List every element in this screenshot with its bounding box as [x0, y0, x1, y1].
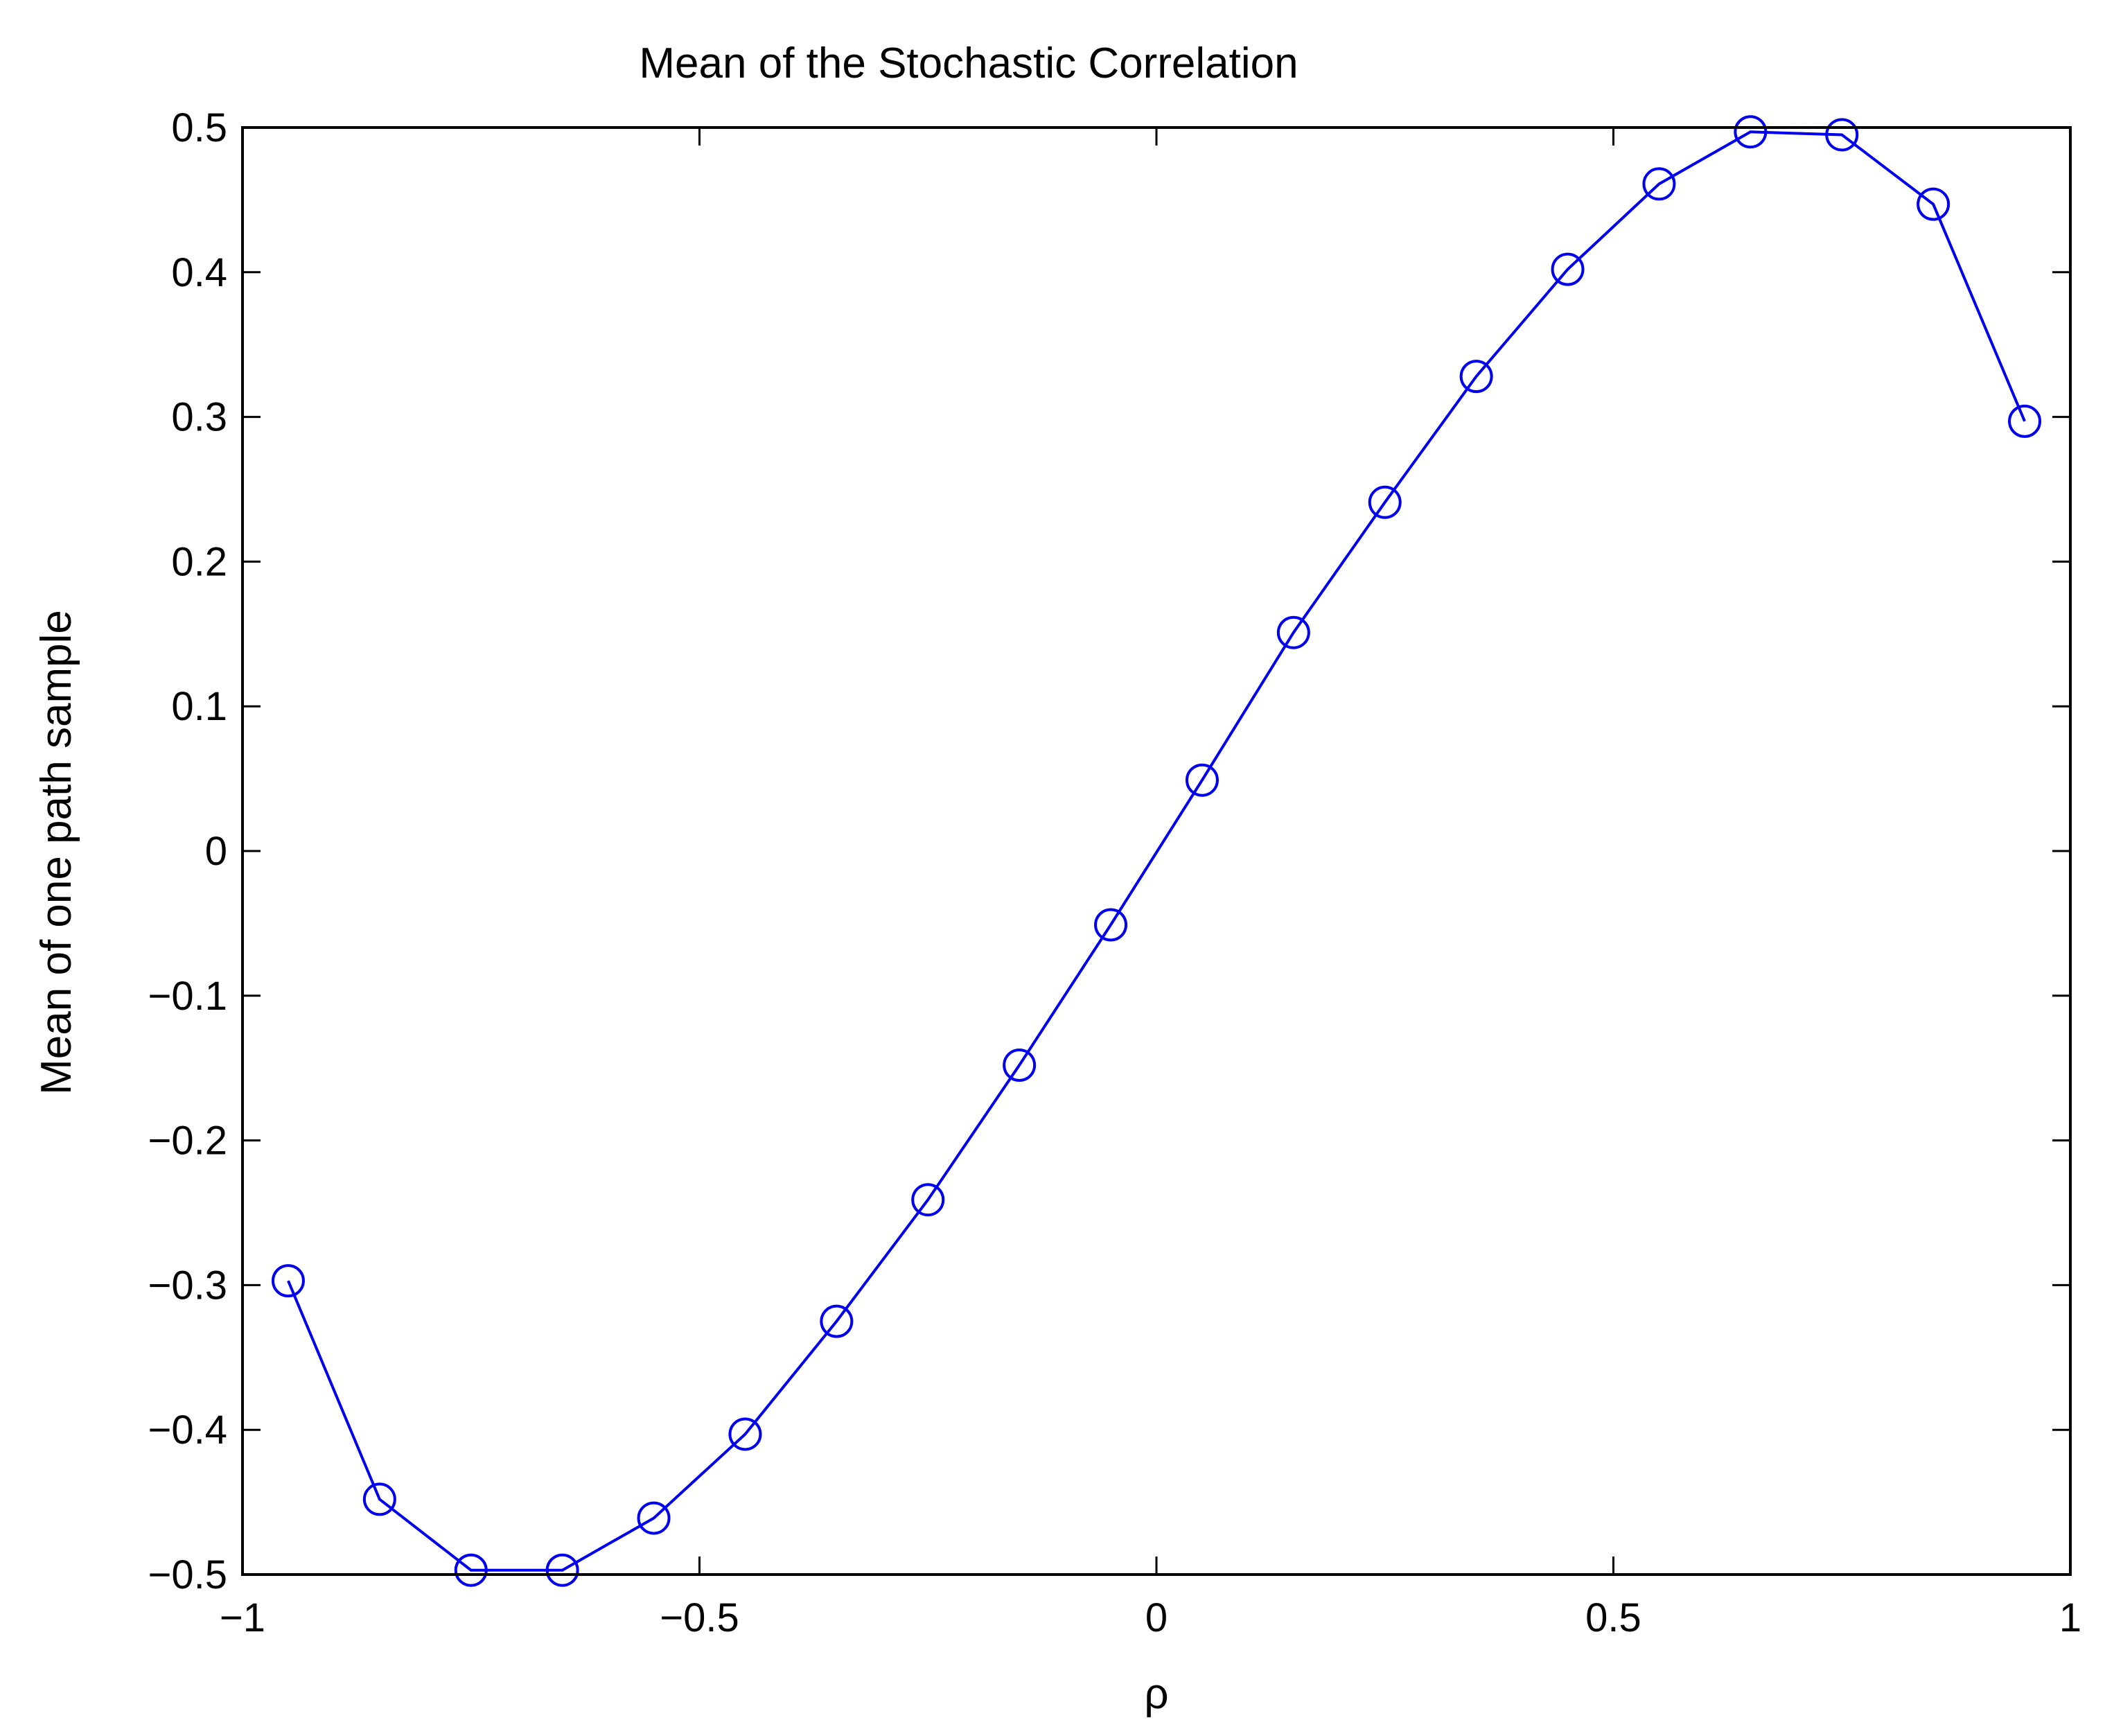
y-tick-label: 0.4 [171, 250, 227, 295]
y-tick-label: 0.1 [171, 684, 227, 729]
data-point [1642, 167, 1676, 201]
data-point [545, 1553, 579, 1587]
data-point [1003, 1049, 1037, 1082]
y-tick-label: 0.5 [171, 105, 227, 150]
y-tick-label: 0.2 [171, 539, 227, 584]
data-point [911, 1183, 945, 1217]
x-tick-label: 0.5 [1585, 1595, 1641, 1640]
y-tick-label: 0 [205, 829, 227, 874]
data-point [2008, 404, 2042, 438]
y-tick-label: 0.3 [171, 395, 227, 440]
data-point [1734, 115, 1768, 149]
chart-title: Mean of the Stochastic Correlation [639, 40, 1298, 87]
data-point [1185, 763, 1219, 797]
y-tick-label: −0.5 [148, 1552, 228, 1597]
data-point [1825, 118, 1859, 152]
ticks-layer: −1 −0.5 0 0.5 1−0.5−0.4−0.3−0.2−0.100.10.20.… [148, 105, 2082, 1640]
data-point [271, 1264, 305, 1298]
x-tick-label: 0 [1145, 1595, 1168, 1640]
data-point [1917, 187, 1950, 221]
data-point [454, 1553, 488, 1587]
x-tick-label: 1 [2059, 1595, 2081, 1640]
data-point [1094, 908, 1128, 942]
data-point [820, 1304, 854, 1338]
plot-frame [241, 126, 2072, 1576]
x-axis-label: ρ [1144, 1670, 1168, 1718]
y-tick-label: −0.4 [148, 1408, 228, 1453]
data-point [1276, 615, 1310, 649]
series-line [287, 130, 2026, 1572]
y-axis-label: Mean of one path sample [33, 610, 80, 1095]
series-layer [271, 115, 2042, 1587]
data-point [637, 1501, 671, 1535]
y-tick-label: −0.1 [148, 974, 228, 1019]
data-point [1459, 360, 1493, 394]
data-point [1551, 252, 1585, 286]
data-point [1368, 485, 1402, 519]
y-tick-label: −0.3 [148, 1263, 228, 1308]
y-tick-label: −0.2 [148, 1119, 228, 1164]
x-tick-label: −0.5 [660, 1595, 739, 1640]
data-point [362, 1482, 396, 1516]
x-tick-label: −1 [220, 1595, 265, 1640]
data-point [728, 1417, 762, 1451]
